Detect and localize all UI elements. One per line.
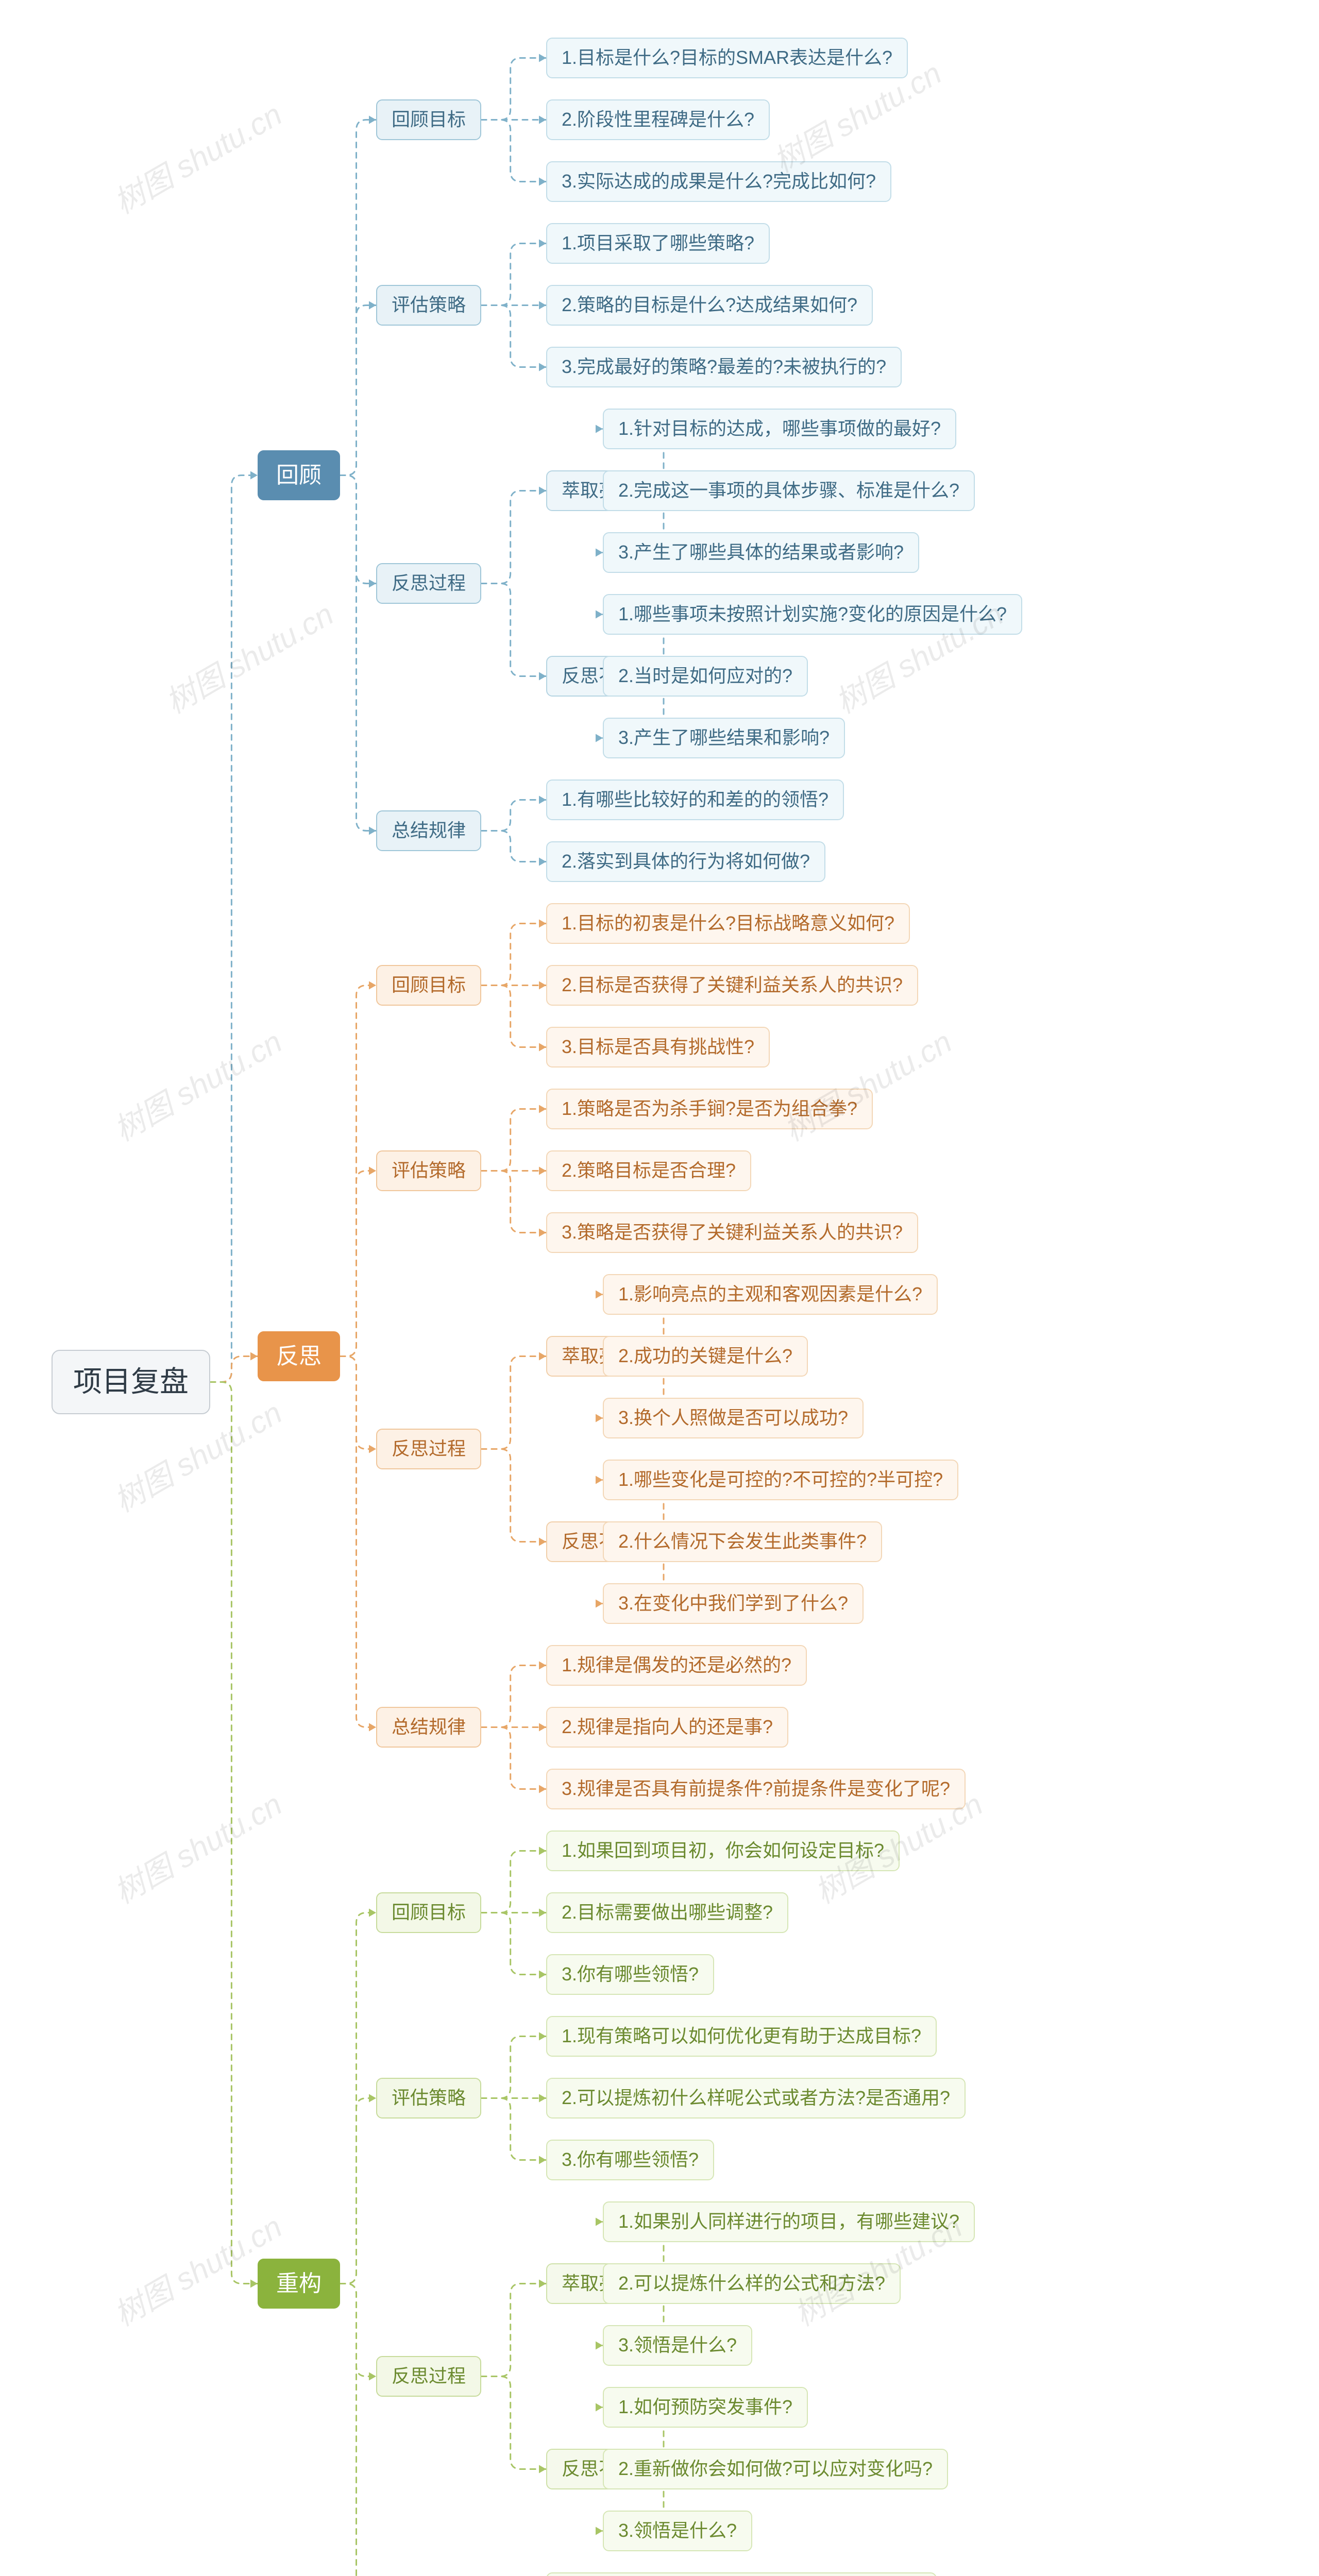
leaf-node[interactable]: 3.目标是否具有挑战性? (546, 1027, 770, 1067)
leaf-node[interactable]: 1.如果别人同样进行的项目，有哪些建议? (603, 2201, 975, 2242)
leaf-node[interactable]: 1.影响亮点的主观和客观因素是什么? (603, 1274, 938, 1315)
leaf-node[interactable]: 3.产生了哪些具体的结果或者影响? (603, 532, 919, 573)
branch-node[interactable]: 评估策略 (376, 1150, 481, 1191)
leaf-node[interactable]: 3.在变化中我们学到了什么? (603, 1583, 864, 1624)
leaf-node[interactable]: 2.规律是指向人的还是事? (546, 1707, 788, 1748)
branch-node[interactable]: 总结规律 (376, 810, 481, 851)
branch-node[interactable]: 反思过程 (376, 2356, 481, 2397)
watermark: 树图 shutu.cn (156, 590, 341, 722)
leaf-node[interactable]: 3.策略是否获得了关键利益关系人的共识? (546, 1212, 918, 1253)
branch-node[interactable]: 重构 (258, 2259, 340, 2309)
branch-node[interactable]: 反思过程 (376, 563, 481, 604)
leaf-node[interactable]: 2.当时是如何应对的? (603, 656, 808, 697)
branch-node[interactable]: 评估策略 (376, 2078, 481, 2119)
leaf-node[interactable]: 2.什么情况下会发生此类事件? (603, 1521, 882, 1562)
leaf-node[interactable]: 3.规律是否具有前提条件?前提条件是变化了呢? (546, 1769, 966, 1809)
branch-node[interactable]: 反思过程 (376, 1429, 481, 1469)
branch-node[interactable]: 反思 (258, 1331, 340, 1381)
leaf-node[interactable]: 2.可以提炼什么样的公式和方法? (603, 2263, 901, 2304)
branch-node[interactable]: 回顾目标 (376, 99, 481, 140)
leaf-node[interactable]: 2.阶段性里程碑是什么? (546, 99, 770, 140)
leaf-node[interactable]: 2.重新做你会如何做?可以应对变化吗? (603, 2449, 948, 2489)
leaf-node[interactable]: 3.完成最好的策略?最差的?未被执行的? (546, 347, 902, 387)
branch-node[interactable]: 回顾目标 (376, 1892, 481, 1933)
leaf-node[interactable]: 2.成功的关键是什么? (603, 1336, 808, 1377)
leaf-node[interactable]: 2.策略的目标是什么?达成结果如何? (546, 285, 873, 326)
leaf-node[interactable]: 1.哪些变化是可控的?不可控的?半可控? (603, 1460, 958, 1500)
leaf-node[interactable]: 3.产生了哪些结果和影响? (603, 718, 845, 758)
watermark: 树图 shutu.cn (105, 1780, 289, 1912)
watermark: 树图 shutu.cn (774, 1018, 959, 1150)
leaf-node[interactable]: 1.目标的初衷是什么?目标战略意义如何? (546, 903, 910, 944)
leaf-node[interactable]: 1.根据这些规律将来可以改善的行动有哪些? (546, 2572, 937, 2576)
leaf-node[interactable]: 1.策略是否为杀手锏?是否为组合拳? (546, 1089, 873, 1129)
leaf-node[interactable]: 1.规律是偶发的还是必然的? (546, 1645, 807, 1686)
leaf-node[interactable]: 1.如果回到项目初，你会如何设定目标? (546, 1831, 900, 1871)
root-node[interactable]: 项目复盘 (52, 1350, 210, 1414)
watermark: 树图 shutu.cn (105, 1018, 289, 1150)
leaf-node[interactable]: 1.针对目标的达成，哪些事项做的最好? (603, 409, 956, 449)
leaf-node[interactable]: 2.目标需要做出哪些调整? (546, 1892, 788, 1933)
leaf-node[interactable]: 1.如何预防突发事件? (603, 2387, 808, 2428)
leaf-node[interactable]: 2.可以提炼初什么样呢公式或者方法?是否通用? (546, 2078, 966, 2119)
watermark: 树图 shutu.cn (105, 90, 289, 223)
leaf-node[interactable]: 2.落实到具体的行为将如何做? (546, 841, 825, 882)
leaf-node[interactable]: 1.目标是什么?目标的SMAR表达是什么? (546, 38, 908, 78)
leaf-node[interactable]: 2.策略目标是否合理? (546, 1150, 751, 1191)
leaf-node[interactable]: 1.有哪些比较好的和差的的领悟? (546, 779, 844, 820)
leaf-node[interactable]: 1.项目采取了哪些策略? (546, 223, 770, 264)
leaf-node[interactable]: 1.现有策略可以如何优化更有助于达成目标? (546, 2016, 937, 2057)
branch-node[interactable]: 评估策略 (376, 285, 481, 326)
leaf-node[interactable]: 3.换个人照做是否可以成功? (603, 1398, 864, 1438)
branch-node[interactable]: 总结规律 (376, 1707, 481, 1748)
leaf-node[interactable]: 1.哪些事项未按照计划实施?变化的原因是什么? (603, 594, 1022, 635)
leaf-node[interactable]: 2.目标是否获得了关键利益关系人的共识? (546, 965, 918, 1006)
branch-node[interactable]: 回顾 (258, 450, 340, 500)
mindmap-canvas: 项目复盘回顾回顾目标1.目标是什么?目标的SMAR表达是什么?2.阶段性里程碑是… (0, 0, 1319, 2576)
leaf-node[interactable]: 3.领悟是什么? (603, 2325, 752, 2366)
leaf-node[interactable]: 3.领悟是什么? (603, 2511, 752, 2551)
leaf-node[interactable]: 3.实际达成的成果是什么?完成比如何? (546, 161, 891, 202)
leaf-node[interactable]: 3.你有哪些领悟? (546, 1954, 714, 1995)
branch-node[interactable]: 回顾目标 (376, 965, 481, 1006)
leaf-node[interactable]: 3.你有哪些领悟? (546, 2140, 714, 2180)
leaf-node[interactable]: 2.完成这一事项的具体步骤、标准是什么? (603, 470, 975, 511)
